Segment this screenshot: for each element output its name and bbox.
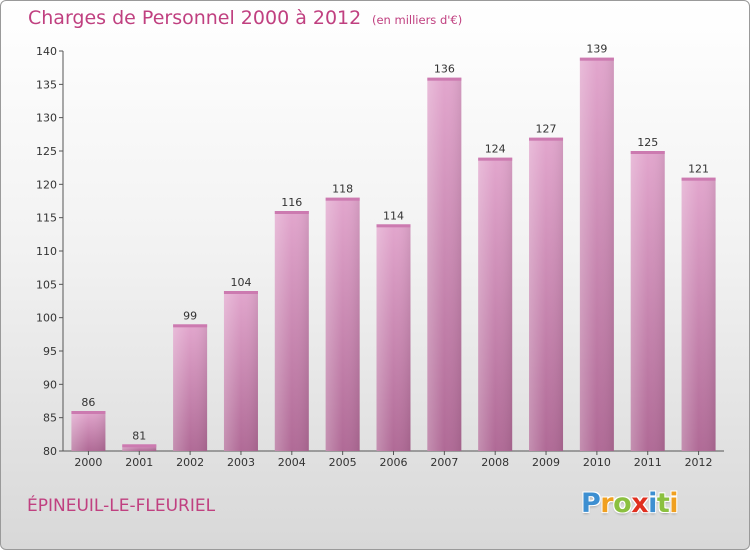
bar-shading [681,177,716,451]
y-tick-label: 120 [36,178,57,191]
bar-group: 104 [223,276,258,451]
x-tick-label: 2010 [583,456,611,469]
data-label: 124 [485,143,506,156]
bar-shading [630,151,665,451]
bar-shading [427,77,462,452]
y-tick-label: 130 [36,112,57,125]
data-label: 116 [281,196,302,209]
logo-letter: i [669,488,679,519]
x-tick-label: 2012 [685,456,713,469]
y-tick-label: 125 [36,145,57,158]
y-tick-label: 100 [36,312,57,325]
bar-shading [223,291,258,451]
data-label: 86 [81,396,95,409]
y-tick-label: 105 [36,278,57,291]
y-tick-label: 135 [36,78,57,91]
logo-letter: r [600,488,614,519]
x-tick-label: 2001 [125,456,153,469]
x-tick-label: 2004 [278,456,306,469]
logo-letter: t [656,488,670,519]
bar-group: 125 [630,136,665,451]
logo-letter: o [613,488,632,519]
data-label: 104 [230,276,251,289]
bar-top-edge [427,77,462,81]
y-tick-label: 80 [43,445,57,458]
bar-top-edge [630,151,665,154]
logo-letter: i [648,488,657,519]
data-label: 125 [637,136,658,149]
y-tick-label: 140 [36,45,57,58]
bar-group: 81 [122,429,157,451]
logo-letter: P [581,488,601,519]
bar-shading [478,157,513,451]
data-label: 118 [332,183,353,196]
bar-top-edge [223,291,258,294]
y-tick-label: 95 [43,345,57,358]
bar-group: 139 [579,43,614,452]
y-tick-label: 110 [36,245,57,258]
bar-top-edge [325,197,360,201]
bar-group: 136 [427,63,462,452]
bar-top-edge [376,224,411,228]
proxiti-logo: Proxiti [581,488,679,519]
logo-letter: x [631,488,649,519]
x-tick-label: 2011 [634,456,662,469]
x-tick-label: 2008 [481,456,509,469]
bar-group: 124 [478,143,513,451]
data-label: 121 [688,163,709,176]
bar-shading [579,57,614,452]
x-tick-label: 2009 [532,456,560,469]
bar-group: 86 [71,396,106,451]
y-tick-label: 85 [43,412,57,425]
bar-shading [71,411,106,451]
location-name: ÉPINEUIL-LE-FLEURIEL [27,496,216,516]
bar-shading [274,211,309,451]
x-tick-label: 2007 [430,456,458,469]
bar-group: 121 [681,163,716,451]
chart-title: Charges de Personnel 2000 à 2012 [28,7,362,29]
bar-top-edge [274,211,309,214]
bar-top-edge [579,57,614,61]
bar-shading [376,224,411,451]
bar-top-edge [71,411,106,414]
data-label: 136 [434,63,455,76]
data-label: 81 [132,429,146,442]
bar-shading [325,197,360,451]
x-tick-label: 2005 [329,456,357,469]
chart-subtitle: (en milliers d'€) [372,13,463,27]
bar-top-edge [529,137,564,141]
bar-shading [173,324,208,451]
data-label: 114 [383,209,404,222]
bar-top-edge [478,157,513,161]
x-tick-label: 2003 [227,456,255,469]
bar-shading [529,137,564,451]
data-label: 127 [536,123,557,136]
bar-top-edge [173,324,208,328]
data-label: 139 [586,43,607,56]
bar-group: 118 [325,183,360,451]
x-tick-label: 2006 [380,456,408,469]
bar-group: 114 [376,209,411,451]
y-tick-label: 90 [43,378,57,391]
bar-shading [122,444,157,451]
data-label: 99 [183,309,197,322]
y-tick-label: 115 [36,212,57,225]
bar-top-edge [122,444,157,448]
bar-group: 127 [529,123,564,451]
x-tick-label: 2002 [176,456,204,469]
x-tick-label: 2000 [74,456,102,469]
bar-top-edge [681,177,716,181]
bar-group: 116 [274,196,309,451]
bar-group: 99 [173,309,208,451]
